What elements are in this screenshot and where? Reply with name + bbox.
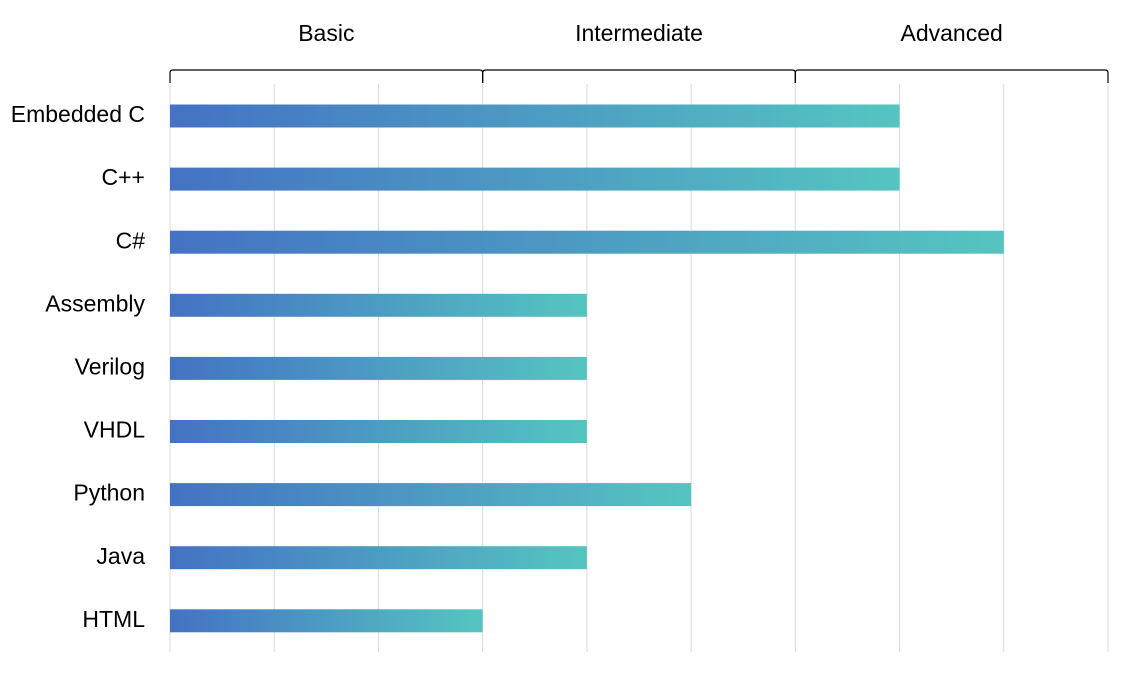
bar-embedded-c bbox=[170, 104, 900, 128]
bracket-intermediate bbox=[482, 69, 796, 83]
bracket-basic bbox=[169, 69, 484, 83]
level-labels: Basic Intermediate Advanced bbox=[298, 20, 1003, 46]
level-label-intermediate: Intermediate bbox=[575, 20, 703, 46]
bar-assembly bbox=[170, 293, 587, 317]
category-label-c: C++ bbox=[102, 164, 145, 190]
level-label-basic: Basic bbox=[298, 20, 354, 46]
category-label-html: HTML bbox=[82, 606, 145, 632]
category-label-vhdl: VHDL bbox=[84, 417, 146, 443]
category-label-c: C# bbox=[116, 227, 146, 253]
bar-java bbox=[170, 546, 587, 570]
bar-verilog bbox=[170, 356, 587, 380]
bar-c bbox=[170, 230, 1004, 254]
bars bbox=[170, 104, 1004, 633]
level-label-advanced: Advanced bbox=[901, 20, 1003, 46]
category-label-verilog: Verilog bbox=[75, 353, 145, 379]
category-label-python: Python bbox=[73, 480, 145, 506]
category-label-assembly: Assembly bbox=[45, 290, 145, 316]
category-labels: Embedded C C++ C# Assembly Verilog VHDL Python… bbox=[11, 101, 146, 632]
category-label-embedded-c: Embedded C bbox=[11, 101, 145, 127]
bar-python bbox=[170, 483, 692, 507]
category-label-java: Java bbox=[96, 543, 145, 569]
bar-c bbox=[170, 167, 900, 191]
bar-html bbox=[170, 609, 483, 633]
bracket-advanced bbox=[794, 69, 1109, 83]
level-brackets bbox=[169, 69, 1109, 83]
bar-vhdl bbox=[170, 420, 587, 443]
